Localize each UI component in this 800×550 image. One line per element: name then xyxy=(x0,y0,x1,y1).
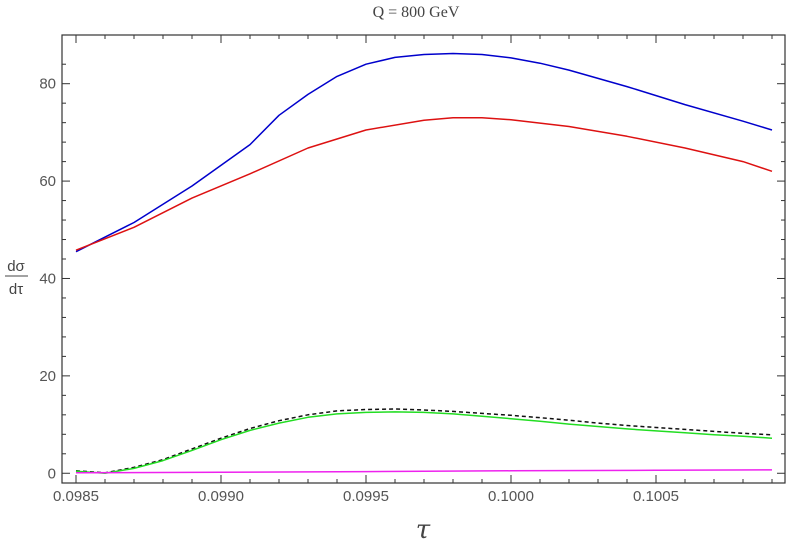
x-tick-label: 0.1005 xyxy=(633,488,679,505)
y-axis-label-numerator: dσ xyxy=(7,258,25,275)
y-tick-label: 40 xyxy=(39,270,56,287)
chart-title: Q = 800 GeV xyxy=(373,4,460,21)
x-tick-label: 0.0995 xyxy=(343,488,389,505)
x-axis-ticks: 0.0985 0.0990 0.0995 0.1000 0.1005 xyxy=(53,35,773,505)
series-line-2 xyxy=(75,408,773,474)
x-axis-label: τ xyxy=(416,515,431,545)
series-group xyxy=(75,52,773,475)
y-axis-label-denominator: dτ xyxy=(9,281,23,298)
series-line-4 xyxy=(75,469,773,474)
y-tick-label: 20 xyxy=(39,368,56,385)
x-tick-label: 0.0985 xyxy=(53,488,99,505)
y-tick-label: 80 xyxy=(39,76,56,93)
x-tick-label: 0.0990 xyxy=(198,488,244,505)
y-axis-ticks: 0 20 40 60 80 xyxy=(39,63,785,482)
y-tick-label: 0 xyxy=(48,465,56,482)
series-line-0 xyxy=(75,52,773,253)
series-line-3 xyxy=(75,411,773,475)
x-tick-label: 0.1000 xyxy=(488,488,534,505)
series-line-1 xyxy=(75,117,773,251)
y-tick-label: 60 xyxy=(39,173,56,190)
